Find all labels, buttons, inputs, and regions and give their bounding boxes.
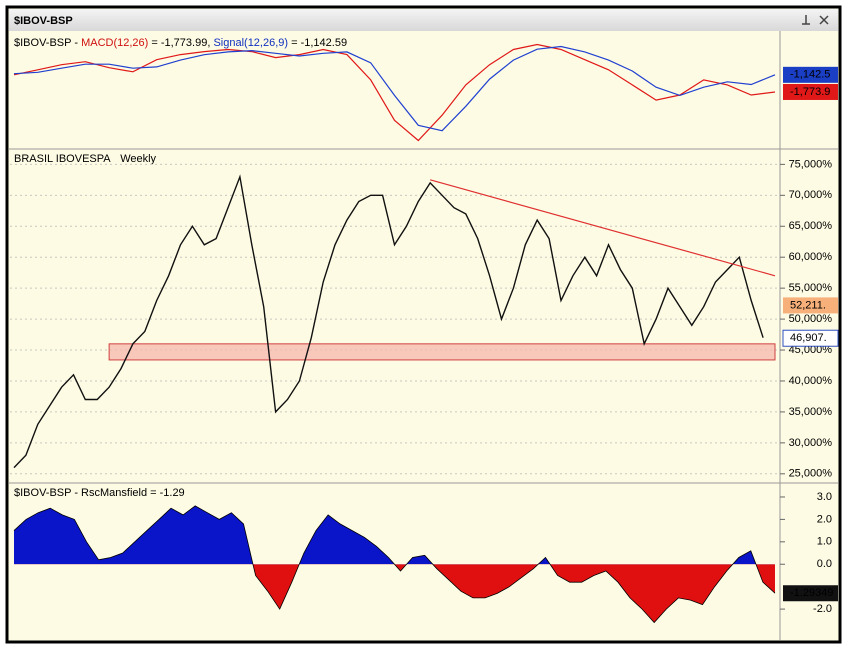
value-tag bbox=[783, 297, 838, 314]
support-zone bbox=[108, 343, 776, 361]
value-tag bbox=[783, 83, 838, 100]
value-tag-label: -1.29349 bbox=[790, 587, 833, 599]
window-title: $IBOV-BSP bbox=[14, 15, 73, 27]
value-tag-label: 46,907. bbox=[790, 332, 827, 344]
area-positive bbox=[14, 505, 775, 565]
y-tick-label: 1.0 bbox=[817, 536, 832, 548]
plot-area bbox=[13, 505, 776, 624]
window-controls[interactable] bbox=[802, 15, 829, 25]
y-tick-label: 55,000% bbox=[789, 282, 833, 294]
y-tick-label: -2.0 bbox=[813, 603, 832, 615]
value-tag-label: -1,142.5 bbox=[790, 69, 830, 81]
plot-area bbox=[10, 163, 780, 475]
panel-title: $IBOV-BSP - RscMansfield = -1.29 bbox=[14, 487, 185, 499]
value-tag bbox=[783, 585, 838, 602]
y-tick-label: 30,000% bbox=[789, 437, 833, 449]
panel-title: $IBOV-BSP - MACD(12,26) = -1,773.99, Sig… bbox=[14, 37, 347, 49]
y-tick-label: 2.0 bbox=[817, 513, 832, 525]
series-line bbox=[13, 45, 776, 132]
y-tick-label: 70,000% bbox=[789, 189, 833, 201]
value-tag bbox=[783, 66, 838, 83]
value-tag-label: -1,773.9 bbox=[790, 86, 830, 98]
plot-area bbox=[13, 43, 776, 142]
series-line bbox=[13, 174, 764, 469]
trendline bbox=[430, 179, 776, 277]
y-tick-label: 65,000% bbox=[789, 220, 833, 232]
title-bar bbox=[9, 9, 838, 31]
y-tick-label: 50,000% bbox=[789, 313, 833, 325]
area-outline bbox=[13, 505, 776, 624]
y-tick-label: 3.0 bbox=[817, 491, 832, 503]
y-tick-label: 60,000% bbox=[789, 251, 833, 263]
y-tick-label: 75,000% bbox=[789, 158, 833, 170]
panel-title: BRASIL IBOVESPA Weekly bbox=[14, 153, 157, 165]
y-tick-label: 40,000% bbox=[789, 375, 833, 387]
y-tick-label: 35,000% bbox=[789, 406, 833, 418]
y-tick-label: 45,000% bbox=[789, 344, 833, 356]
value-tag-label: 52,211. bbox=[790, 299, 826, 311]
value-tag bbox=[782, 329, 839, 347]
area-negative bbox=[252, 564, 775, 623]
y-tick-label: 25,000% bbox=[789, 468, 833, 480]
y-tick-label: 0.0 bbox=[817, 558, 832, 570]
